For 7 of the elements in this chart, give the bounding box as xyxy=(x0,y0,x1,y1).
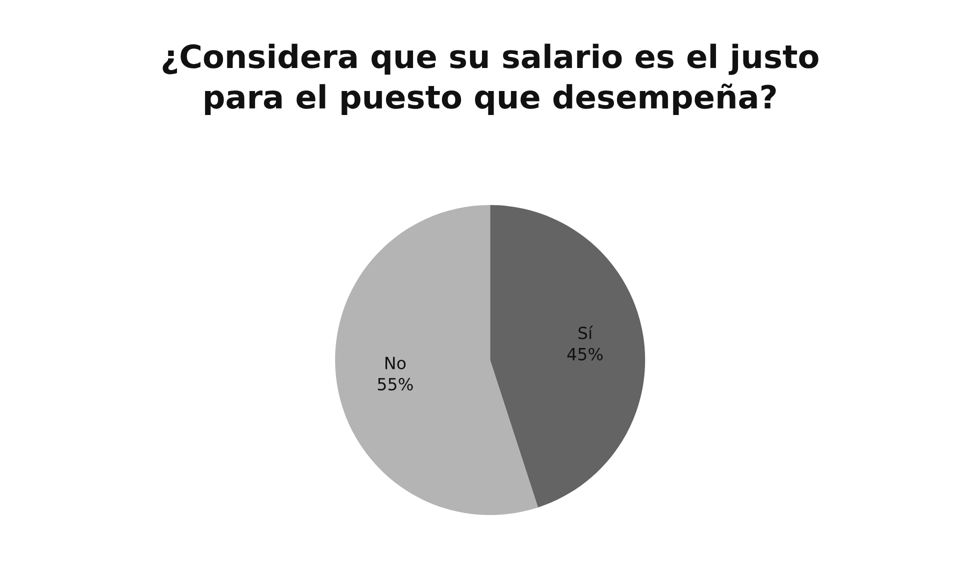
pie-slice xyxy=(490,205,646,508)
pie-slice xyxy=(335,205,538,516)
data-label: 45% xyxy=(567,348,603,360)
chart-title: ¿Considera que su salario es el justo para el puesto que desempeña? xyxy=(162,44,818,116)
data-label: 55% xyxy=(378,378,413,391)
slice-label: Sí xyxy=(578,326,594,340)
slice-label: No xyxy=(385,356,406,370)
